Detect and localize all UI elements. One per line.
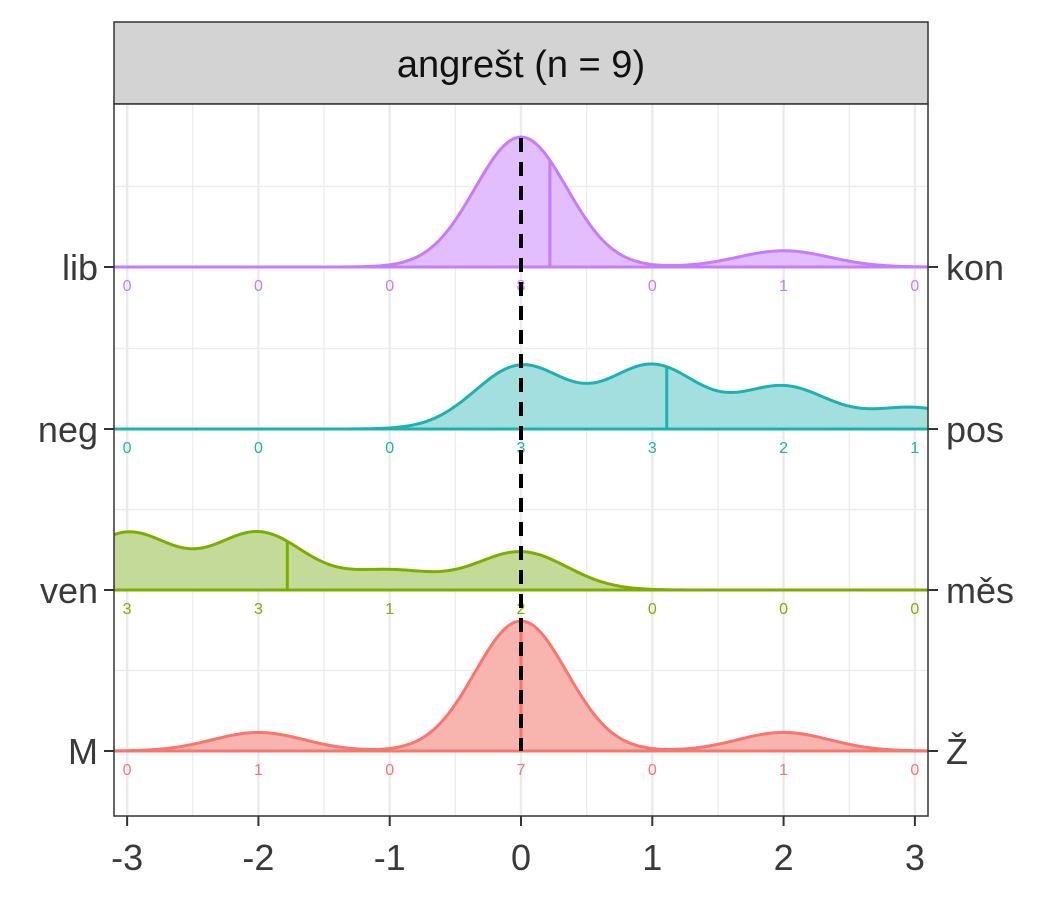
count-label: 0 <box>254 278 263 295</box>
count-label: 0 <box>648 762 657 779</box>
count-label: 0 <box>910 601 919 618</box>
count-label: 0 <box>385 278 394 295</box>
count-label: 7 <box>517 762 526 779</box>
x-tick-label: 2 <box>774 837 794 878</box>
x-tick-label: -2 <box>242 837 274 878</box>
ridge-area-ven <box>114 531 928 590</box>
count-label: 0 <box>779 601 788 618</box>
count-label: 1 <box>779 762 788 779</box>
count-label: 3 <box>517 440 526 457</box>
count-label: 0 <box>123 440 132 457</box>
count-label: 0 <box>648 278 657 295</box>
count-label: 0 <box>385 440 394 457</box>
count-label: 1 <box>385 601 394 618</box>
count-label: 0 <box>910 762 919 779</box>
x-tick-label: 3 <box>905 837 925 878</box>
count-label: 1 <box>779 278 788 295</box>
y-tick-label-left: neg <box>38 409 98 450</box>
count-label: 3 <box>254 601 263 618</box>
count-label: 0 <box>648 601 657 618</box>
x-axis: -3 -2 -1 0 1 2 3 <box>111 816 925 878</box>
y-tick-label-right: Ž <box>946 731 968 772</box>
count-label: 0 <box>385 762 394 779</box>
count-label: 3 <box>123 601 132 618</box>
count-label: 0 <box>123 762 132 779</box>
count-label: 2 <box>517 601 526 618</box>
plot-panel: 0107010331200000033210008010 <box>113 103 929 817</box>
x-tick-label: -1 <box>374 837 406 878</box>
count-label: 2 <box>779 440 788 457</box>
count-label: 1 <box>910 440 919 457</box>
facet-strip-background <box>113 21 929 105</box>
ridge-area-neg <box>114 364 928 429</box>
y-tick-label-left: ven <box>40 570 98 611</box>
ridge-area-lib <box>114 137 928 267</box>
count-label: 3 <box>648 440 657 457</box>
facet-strip-title: angrešt (n = 9) <box>397 44 645 86</box>
x-tick-label: -3 <box>111 837 143 878</box>
y-tick-label-left: lib <box>62 247 98 288</box>
y-tick-label-right: pos <box>946 409 1004 450</box>
x-tick-label: 0 <box>511 837 531 878</box>
facet-strip: angrešt (n = 9) <box>113 21 929 105</box>
ridge-line-lib <box>114 135 929 269</box>
y-tick-label-left: M <box>68 731 98 772</box>
count-label: 1 <box>254 762 263 779</box>
count-label: 0 <box>254 440 263 457</box>
y-tick-label-right: kon <box>946 247 1004 288</box>
x-tick-label: 1 <box>642 837 662 878</box>
count-label: 0 <box>123 278 132 295</box>
count-label: 0 <box>910 278 919 295</box>
y-tick-label-right: měs <box>946 570 1014 611</box>
